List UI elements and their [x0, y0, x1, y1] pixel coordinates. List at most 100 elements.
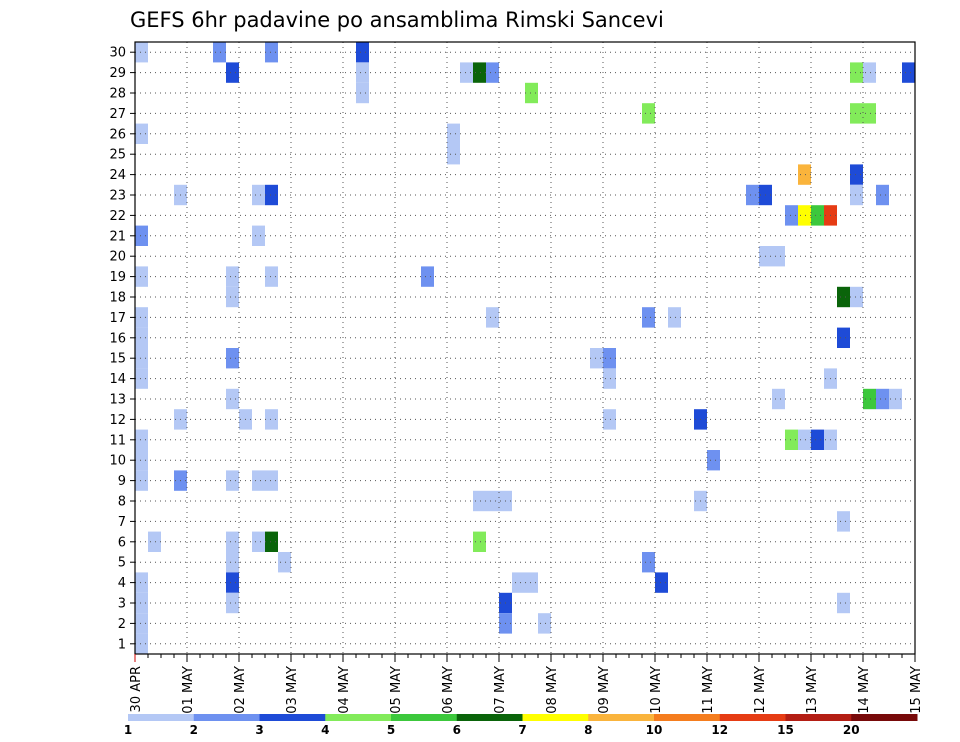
y-tick-label: 14: [109, 372, 126, 387]
heatmap-cell: [655, 572, 668, 593]
heatmap-cell: [863, 62, 876, 83]
heatmap-cell: [876, 184, 889, 206]
colorbar-label: 1: [124, 723, 132, 737]
colorbar-label: 20: [843, 723, 860, 737]
y-tick-label: 4: [118, 576, 126, 591]
heatmap-cell: [902, 62, 915, 83]
heatmap-cell: [603, 368, 616, 389]
heatmap-cell: [265, 531, 278, 552]
heatmap-cell: [746, 184, 759, 206]
y-tick-label: 5: [118, 556, 126, 571]
colorbar-swatch: [719, 714, 786, 721]
heatmap-cell: [850, 103, 863, 124]
heatmap-cells: [135, 42, 928, 654]
heatmap-cell: [915, 185, 928, 205]
heatmap-cell: [668, 307, 681, 328]
heatmap-cell: [642, 103, 655, 124]
colorbar-swatch: [785, 714, 852, 721]
colorbar-swatch: [325, 714, 392, 721]
colorbar-label: 10: [646, 723, 663, 737]
heatmap-cell: [135, 592, 148, 614]
x-tick-label: 11 MAY: [701, 666, 716, 714]
heatmap-cell: [226, 531, 239, 552]
heatmap-cell: [265, 184, 278, 206]
heatmap-cell: [850, 164, 863, 185]
y-tick-label: 12: [109, 413, 126, 428]
x-tick-label: 14 MAY: [857, 666, 872, 714]
y-tick-label: 1: [118, 637, 126, 652]
heatmap-cell: [915, 62, 928, 82]
heatmap-cell: [850, 62, 863, 83]
heatmap-cell: [252, 531, 265, 552]
y-tick-label: 22: [109, 209, 126, 224]
heatmap-cell: [486, 62, 499, 83]
colorbar-label: 6: [453, 723, 461, 737]
y-tick-label: 8: [118, 495, 126, 510]
heatmap-cell: [356, 82, 369, 104]
x-tick-label: 09 MAY: [597, 666, 612, 714]
heatmap-cell: [265, 409, 278, 430]
heatmap-cell: [837, 511, 850, 532]
heatmap-cell: [447, 123, 460, 144]
heatmap-cell: [135, 266, 148, 287]
heatmap-cell: [772, 246, 785, 267]
heatmap-cell: [135, 368, 148, 389]
heatmap-cell: [135, 613, 148, 634]
heatmap-cell: [785, 429, 798, 450]
x-tick-label: 30 APR: [129, 666, 144, 712]
heatmap-cell: [772, 388, 785, 410]
y-tick-label: 20: [109, 250, 126, 265]
heatmap-cell: [538, 613, 551, 634]
heatmap-cell: [135, 572, 148, 593]
y-tick-label: 23: [109, 189, 126, 204]
x-tick-label: 15 MAY: [909, 666, 924, 714]
heatmap-cell: [603, 348, 616, 369]
x-tick-label: 05 MAY: [389, 666, 404, 714]
heatmap-cell: [798, 429, 811, 450]
heatmap-cell: [135, 470, 148, 491]
heatmap-cell: [642, 307, 655, 328]
x-tick-label: 08 MAY: [545, 666, 560, 714]
heatmap-cell: [265, 266, 278, 287]
colorbar-swatch: [128, 714, 195, 721]
heatmap-cell: [265, 42, 278, 63]
y-tick-label: 27: [109, 107, 126, 122]
y-tick-label: 25: [109, 148, 126, 163]
y-tick-label: 26: [109, 127, 126, 142]
heatmap-cell: [473, 531, 486, 552]
heatmap-cell: [876, 388, 889, 410]
heatmap-cell: [135, 348, 148, 369]
x-tick-label: 04 MAY: [337, 666, 352, 714]
heatmap-cell: [226, 62, 239, 83]
y-tick-label: 16: [109, 331, 126, 346]
y-axis: 1234567891011121314151617181920212223242…: [109, 46, 135, 652]
colorbar-label: 15: [777, 723, 794, 737]
y-tick-label: 9: [118, 474, 126, 489]
colorbar-swatch: [522, 714, 589, 721]
y-tick-label: 24: [109, 168, 126, 183]
heatmap-cell: [356, 62, 369, 83]
heatmap-cell: [798, 205, 811, 226]
heatmap-cell: [148, 531, 161, 552]
y-tick-label: 17: [109, 311, 126, 326]
heatmap-cell: [473, 62, 486, 83]
heatmap-cell: [460, 62, 473, 83]
x-tick-label: 10 MAY: [649, 666, 664, 714]
heatmap-cell: [135, 225, 148, 246]
heatmap-cell: [421, 266, 434, 287]
heatmap-cell: [863, 388, 876, 410]
heatmap-cell: [811, 429, 824, 450]
grid: [135, 42, 915, 654]
heatmap-cell: [915, 409, 928, 429]
heatmap-cell: [252, 225, 265, 246]
heatmap-cell: [850, 286, 863, 308]
heatmap-cell: [252, 470, 265, 491]
heatmap-cell: [642, 552, 655, 573]
x-tick-label: 06 MAY: [441, 666, 456, 714]
heatmap-cell: [473, 490, 486, 512]
y-tick-label: 19: [109, 270, 126, 285]
heatmap-cell: [811, 205, 824, 226]
y-tick-label: 7: [118, 515, 126, 530]
y-tick-label: 3: [118, 597, 126, 612]
heatmap-cell: [135, 450, 148, 471]
